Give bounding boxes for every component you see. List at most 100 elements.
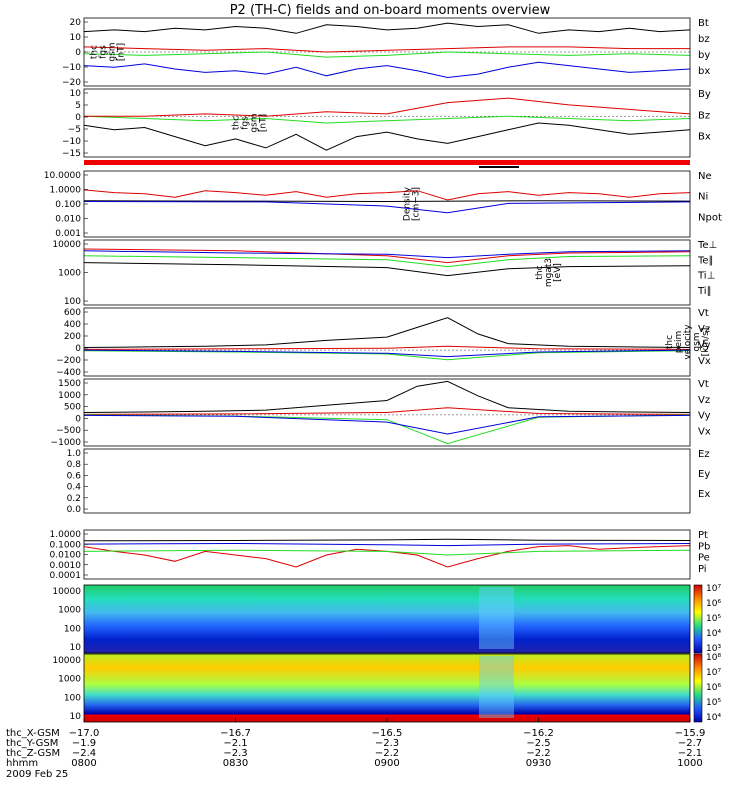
series-line-red (84, 189, 690, 201)
y-tick-label: 5 (75, 101, 81, 111)
panel-frame (83, 88, 691, 158)
legend-entry: Vt (698, 308, 709, 319)
colorbar-label: 10⁷ (706, 668, 721, 678)
y-tick-label: 600 (64, 308, 81, 318)
series-line-blue (84, 414, 690, 435)
legend-entry: Bx (698, 132, 711, 143)
y-axis-label: thcfgsgsm[nT] (232, 113, 269, 132)
x-tick-label: −2.5 (526, 738, 550, 749)
figure-title: P2 (TH-C) fields and on-board moments ov… (230, 3, 551, 18)
y-tick-label: 0.1000 (50, 540, 82, 550)
series-line-black (84, 262, 690, 277)
y-axis-label: thcfgsgsm[nT] (90, 42, 127, 61)
x-tick-label: −2.2 (375, 748, 399, 759)
y-tick-label: 0 (75, 344, 81, 354)
y-tick-label: 1000 (58, 675, 81, 685)
y-tick-label: 0 (75, 113, 81, 123)
y-tick-label: 100 (64, 693, 81, 703)
colorbar-label: 10⁸ (706, 653, 721, 663)
x-tick-label: 0930 (526, 758, 551, 769)
legend-entry: Vt (698, 379, 709, 390)
y-tick-label: 0 (75, 48, 81, 58)
legend-entry: Ne (698, 171, 712, 182)
y-tick-label: 10.0000 (44, 171, 81, 181)
legend-entry: Pb (698, 541, 710, 552)
x-axis-row-label: thc_Z-GSM (6, 748, 60, 759)
series-line-black (84, 317, 690, 348)
panel-density: 10.0000 1.0000 0.100 0.010 0.001 Ne Ni Npot Dens… (44, 170, 722, 239)
y-tick-label: −5 (68, 125, 81, 135)
panel-temp: 10000 1000 100 Te⊥ Te∥ Ti⊥ Ti∥ thcmgat3[eV] (52, 239, 717, 307)
x-axis-row-label: thc_X-GSM (6, 728, 60, 739)
legend-entry: Vz (698, 395, 710, 406)
series-line-green (84, 51, 690, 58)
legend-entry: Ey (698, 469, 710, 480)
spectrogram (84, 585, 690, 653)
series-line-red (84, 407, 690, 415)
series-line-black (84, 538, 690, 542)
series-line-red (84, 46, 690, 53)
legend-entry: Vy (698, 411, 711, 422)
panel-fgs_gsm2: 10 5 0 −5 −10 −15 By Bz Bx thcfgsgsm[nT] (62, 88, 711, 159)
y-tick-label: −400 (56, 368, 81, 378)
panel-frame (83, 378, 691, 447)
legend-entry: Ez (698, 449, 710, 460)
y-tick-label: 0.0010 (50, 561, 82, 571)
series-line-blue (84, 250, 690, 259)
y-tick-label: 0.4 (67, 483, 82, 493)
y-tick-label: 0.8 (67, 460, 82, 470)
panel-frame (83, 529, 691, 580)
x-tick-label: −2.1 (678, 748, 702, 759)
series-line-green (84, 350, 690, 361)
y-tick-label: 200 (64, 332, 81, 342)
y-tick-label: 0 (75, 414, 81, 424)
legend-entry: Pi (698, 564, 707, 575)
series-line-red (84, 545, 690, 568)
spectrogram-feature (479, 587, 514, 649)
y-tick-label: −20 (62, 78, 81, 88)
x-axis-row-label: thc_Y-GSM (6, 738, 58, 749)
panel-peir_spec: 10⁷10⁶10⁵10⁴10³10000100010010thcpeirenef… (52, 584, 721, 654)
legend-entry: Bz (698, 110, 710, 121)
y-tick-label: 0.0001 (50, 571, 82, 581)
x-tick-label: −17.0 (69, 728, 100, 739)
series-line-blue (84, 542, 690, 547)
legend-entry: Ni (698, 192, 708, 203)
date-label: 2009 Feb 25 (6, 769, 68, 780)
colorbar-label: 10⁵ (706, 614, 721, 624)
series-line-red (84, 345, 690, 350)
x-tick-label: −2.4 (72, 748, 96, 759)
legend-entry: By (698, 89, 711, 100)
panel-frame (83, 17, 691, 87)
legend-entry: Npot (698, 212, 722, 223)
y-tick-label: 500 (64, 403, 81, 413)
y-tick-label: 10 (70, 712, 82, 722)
spectrogram-feature (479, 656, 514, 718)
legend-entry: by (698, 50, 710, 61)
panel-ve: 150010005000−500−1000VtVzVyVxthcpeemvelo… (51, 378, 711, 448)
legend-entry: Pt (698, 530, 708, 541)
panel-efield: 1.00.80.60.40.20.0EzEyExE=−VxB[mV/m] (67, 448, 710, 515)
y-tick-label: 400 (64, 320, 81, 330)
y-tick-label: 0.2 (67, 494, 81, 504)
panel-vi: 600 400 200 0 −200 −400 Vt Vz Vy Vxthcpeimvelocit… (56, 307, 711, 378)
y-tick-label: 0.010 (55, 215, 81, 225)
legend-entry: Vx (698, 356, 711, 367)
series-line-green (84, 549, 690, 556)
legend-entry: Te∥ (697, 255, 714, 266)
status-bar-marker (479, 166, 519, 168)
x-tick-label: −16.7 (220, 728, 251, 739)
y-tick-label: 1.0000 (50, 186, 82, 196)
series-line-red (84, 97, 690, 117)
legend-entry: Bt (698, 18, 709, 29)
y-tick-label: −15 (62, 149, 81, 159)
y-tick-label: 0.100 (55, 200, 81, 210)
x-tick-label: 0830 (223, 758, 248, 769)
x-tick-label: −2.2 (526, 748, 550, 759)
x-tick-label: −2.3 (223, 748, 247, 759)
y-tick-label: −200 (56, 356, 81, 366)
x-tick-label: −2.3 (375, 738, 399, 749)
y-tick-label: −1000 (51, 438, 82, 448)
x-tick-label: −15.9 (675, 728, 706, 739)
